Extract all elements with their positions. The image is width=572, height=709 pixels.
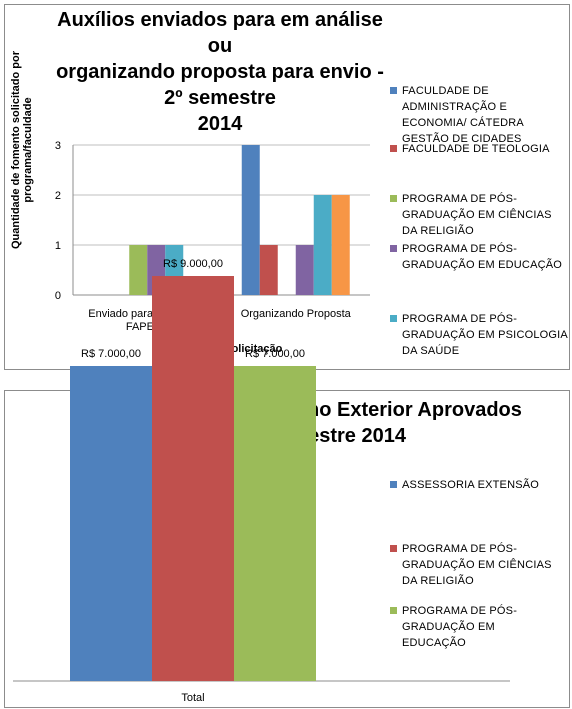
legend-swatch [390, 315, 397, 322]
y-tick-label: 2 [55, 190, 61, 202]
legend-label-line: PROGRAMA DE PÓS- [402, 313, 518, 325]
y-axis-title-line: Quantidade de fomento solicitado por [10, 50, 22, 249]
legend-label-line: DA SAÚDE [402, 345, 460, 357]
data-label: R$ 9.000,00 [163, 258, 223, 270]
bar [295, 245, 314, 295]
legend-label-line: PROGRAMA DE PÓS- [402, 543, 518, 555]
bar [152, 276, 234, 681]
chart-legend: ASSESSORIA EXTENSÃO PROGRAMA DE PÓS- GRADU… [390, 391, 565, 707]
legend-swatch [390, 245, 397, 252]
legend-entry: PROGRAMA DE PÓS- GRADUAÇÃO EM EDUCAÇÃO [390, 241, 572, 273]
legend-label-line: GRADUAÇÃO EM CIÊNCIAS [402, 559, 552, 571]
chart-legend: FACULDADE DE ADMINISTRAÇÃO E ECONOMIA/ CÁT… [390, 5, 568, 369]
chart-panel-pending-proposals: Auxílios enviados para em análise ou org… [4, 4, 570, 370]
y-tick-label: 1 [55, 240, 61, 252]
legend-swatch [390, 145, 397, 152]
chart-title-line: 2014 [197, 113, 243, 135]
x-tick-label: Total [181, 692, 204, 704]
legend-label-line: ECONOMIA/ CÁTEDRA [402, 117, 524, 129]
legend-swatch [390, 607, 397, 614]
y-tick-label: 0 [55, 290, 61, 302]
y-axis-title-line: programa/faculdade [22, 97, 34, 202]
legend-label-line: DA RELIGIÃO [402, 225, 474, 237]
legend-swatch [390, 87, 397, 94]
legend-label-line: EDUCAÇÃO [402, 637, 466, 649]
legend-label-line: GRADUAÇÃO EM CIÊNCIAS [402, 209, 552, 221]
legend-label-line: DA RELIGIÃO [402, 575, 474, 587]
bar [129, 245, 148, 295]
bar [241, 145, 260, 295]
legend-label-line: PROGRAMA DE PÓS- [402, 193, 518, 205]
bar [259, 245, 278, 295]
legend-swatch [390, 545, 397, 552]
legend-label-line: GRADUAÇÃO EM PSICOLOGIA [402, 329, 568, 341]
bar [234, 366, 316, 681]
bar [313, 195, 332, 295]
bar [70, 366, 152, 681]
legend-entry: PROGRAMA DE PÓS- GRADUAÇÃO EM CIÊNCIAS DA … [390, 541, 572, 589]
bar-chart-plot: R$ 7.000,00 R$ 9.000,00 R$ 7.000,00 Total [13, 258, 510, 704]
chart-title: Auxílios enviados para em análise ou org… [45, 7, 395, 137]
legend-entry: FACULDADE DE TEOLOGIA [390, 141, 572, 157]
legend-label-line: FACULDADE DE [402, 85, 489, 97]
legend-label-line: PROGRAMA DE PÓS- [402, 243, 518, 255]
legend-swatch [390, 481, 397, 488]
legend-entry: PROGRAMA DE PÓS- GRADUAÇÃO EM PSICOLOGIA D… [390, 311, 572, 359]
legend-label-line: ASSESSORIA EXTENSÃO [402, 479, 540, 491]
bar [331, 195, 350, 295]
x-tick-label: Organizando Proposta [241, 308, 352, 320]
y-tick-label: 3 [55, 140, 61, 152]
legend-label-line: FACULDADE DE TEOLOGIA [402, 143, 550, 155]
legend-entry: ASSESSORIA EXTENSÃO [390, 477, 572, 493]
legend-entry: FACULDADE DE ADMINISTRAÇÃO E ECONOMIA/ CÁT… [390, 83, 572, 147]
legend-label-line: GRADUAÇÃO EM [402, 621, 495, 633]
legend-entry: PROGRAMA DE PÓS- GRADUAÇÃO EM EDUCAÇÃO [390, 603, 572, 651]
data-label: R$ 7.000,00 [245, 348, 305, 360]
legend-label-line: GRADUAÇÃO EM EDUCAÇÃO [402, 259, 563, 271]
legend-swatch [390, 195, 397, 202]
chart-title-line: organizando proposta para envio - 2º sem… [56, 61, 384, 109]
chart-title-line: Auxílios enviados para em análise ou [57, 9, 383, 57]
legend-label-line: GESTÃO DE CIDADES [402, 133, 522, 145]
legend-label-line: PROGRAMA DE PÓS- [402, 605, 518, 617]
data-label: R$ 7.000,00 [81, 348, 141, 360]
legend-label-line: ADMINISTRAÇÃO E [402, 101, 508, 113]
legend-entry: PROGRAMA DE PÓS- GRADUAÇÃO EM CIÊNCIAS DA … [390, 191, 572, 239]
chart-panel-approved-meetings: Auxílios Reuniões no Exterior Aprovados … [4, 258, 570, 708]
y-axis-title: Quantidade de fomento solicitado por prog… [10, 50, 34, 249]
